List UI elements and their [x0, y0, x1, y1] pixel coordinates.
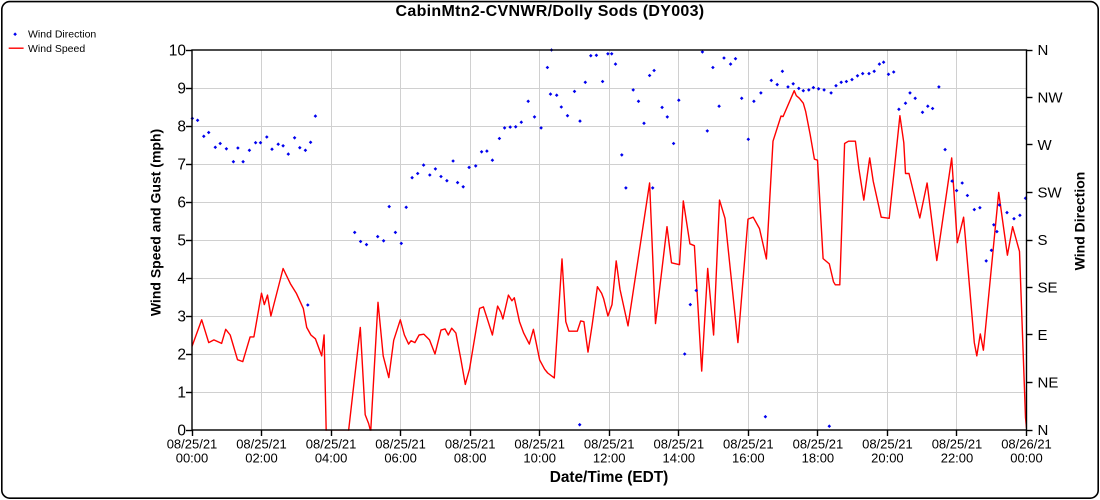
- svg-text:08/25/21: 08/25/21: [862, 437, 913, 452]
- svg-text:00:00: 00:00: [1010, 451, 1043, 466]
- svg-text:Wind Speed: Wind Speed: [28, 43, 85, 55]
- svg-text:02:00: 02:00: [245, 451, 278, 466]
- svg-text:08/25/21: 08/25/21: [167, 437, 218, 452]
- svg-text:08/25/21: 08/25/21: [445, 437, 496, 452]
- svg-text:08/26/21: 08/26/21: [1001, 437, 1052, 452]
- svg-text:NE: NE: [1038, 375, 1059, 392]
- svg-text:S: S: [1038, 232, 1048, 249]
- svg-text:10:00: 10:00: [523, 451, 556, 466]
- svg-text:14:00: 14:00: [663, 451, 696, 466]
- svg-text:Wind Direction: Wind Direction: [28, 28, 96, 40]
- svg-text:2: 2: [177, 347, 186, 364]
- svg-text:08/25/21: 08/25/21: [514, 437, 565, 452]
- svg-text:12:00: 12:00: [593, 451, 626, 466]
- svg-text:3: 3: [177, 309, 186, 326]
- svg-text:08/25/21: 08/25/21: [306, 437, 357, 452]
- svg-text:08/25/21: 08/25/21: [932, 437, 983, 452]
- svg-text:18:00: 18:00: [802, 451, 835, 466]
- svg-text:SE: SE: [1038, 280, 1058, 297]
- svg-text:5: 5: [177, 233, 186, 250]
- svg-text:16:00: 16:00: [732, 451, 765, 466]
- svg-text:NW: NW: [1038, 90, 1064, 107]
- svg-text:N: N: [1038, 422, 1049, 439]
- svg-text:Wind Direction: Wind Direction: [1072, 172, 1088, 271]
- svg-text:08/25/21: 08/25/21: [236, 437, 287, 452]
- svg-text:6: 6: [177, 195, 186, 212]
- svg-text:1: 1: [177, 385, 186, 402]
- svg-text:08/25/21: 08/25/21: [375, 437, 426, 452]
- svg-text:08/25/21: 08/25/21: [793, 437, 844, 452]
- svg-text:9: 9: [177, 81, 186, 98]
- svg-text:04:00: 04:00: [315, 451, 348, 466]
- svg-text:22:00: 22:00: [941, 451, 974, 466]
- svg-text:08/25/21: 08/25/21: [584, 437, 635, 452]
- svg-text:20:00: 20:00: [871, 451, 904, 466]
- svg-text:0: 0: [177, 423, 186, 440]
- svg-text:06:00: 06:00: [384, 451, 417, 466]
- svg-text:CabinMtn2-CVNWR/Dolly Sods (DY: CabinMtn2-CVNWR/Dolly Sods (DY003): [396, 3, 705, 20]
- svg-text:W: W: [1038, 137, 1053, 154]
- svg-text:7: 7: [177, 157, 186, 174]
- svg-text:08:00: 08:00: [454, 451, 487, 466]
- svg-text:10: 10: [169, 43, 187, 60]
- svg-text:4: 4: [177, 271, 186, 288]
- svg-text:8: 8: [177, 119, 186, 136]
- svg-text:E: E: [1038, 327, 1048, 344]
- svg-text:00:00: 00:00: [176, 451, 209, 466]
- svg-text:08/25/21: 08/25/21: [723, 437, 774, 452]
- svg-text:Wind Speed and Gust (mph): Wind Speed and Gust (mph): [148, 129, 164, 316]
- svg-text:Date/Time (EDT): Date/Time (EDT): [550, 469, 669, 486]
- svg-text:SW: SW: [1038, 185, 1063, 202]
- svg-text:08/25/21: 08/25/21: [653, 437, 704, 452]
- svg-text:N: N: [1038, 42, 1049, 59]
